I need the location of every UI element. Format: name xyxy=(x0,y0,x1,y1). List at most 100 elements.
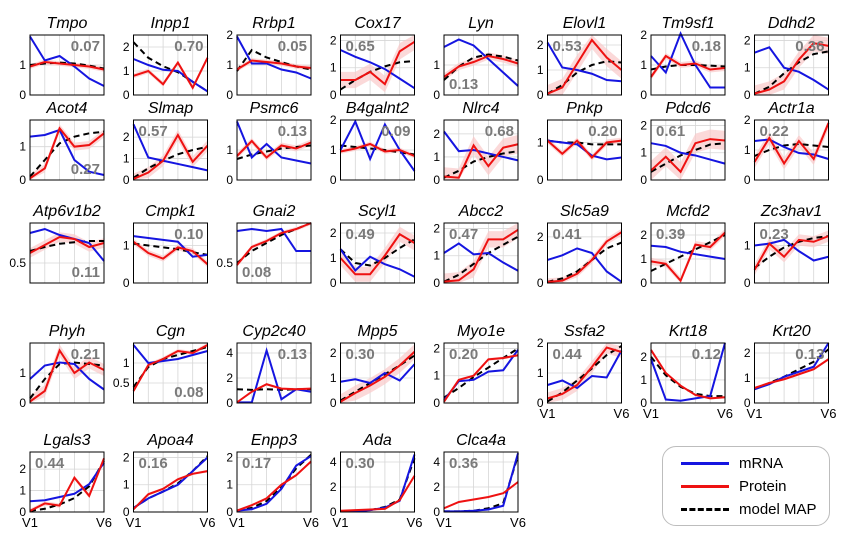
series-line-protein xyxy=(133,57,209,90)
panel-frame xyxy=(29,34,105,96)
series-line-protein xyxy=(443,143,519,179)
x-tick-label-end: V6 xyxy=(200,515,216,530)
x-tick-label-end: V6 xyxy=(821,406,837,421)
y-tick-label: 2 xyxy=(226,450,233,464)
panel-clca4a: Clca4a 0 2 4 0.36 V1 V6 xyxy=(433,432,526,530)
panel-cmpk1: Cmpk1 0 1 0.10 xyxy=(123,203,209,290)
y-tick-label: 1 xyxy=(330,371,337,385)
panel-frame xyxy=(29,222,105,284)
panel-title: Cmpk1 xyxy=(145,203,196,220)
series-line-protein xyxy=(132,344,208,392)
y-tick-label: 0 xyxy=(744,396,751,410)
panel-title: B4galnt2 xyxy=(346,100,409,117)
series-line-protein xyxy=(547,346,622,400)
series-line-mrna xyxy=(132,123,208,172)
y-tick-label: 0 xyxy=(123,505,130,519)
legend-swatch-model xyxy=(681,507,729,511)
series-line-protein xyxy=(29,348,105,403)
series-line-protein xyxy=(650,231,726,283)
series-line-mrna xyxy=(132,344,208,365)
series-line-protein xyxy=(443,228,519,283)
panel-title: Inpp1 xyxy=(150,15,190,32)
series-line-mrna xyxy=(133,235,208,258)
correlation-label: 0.36 xyxy=(795,38,824,55)
series-line-model xyxy=(339,238,416,267)
panel-frame xyxy=(133,451,208,513)
y-tick-label: 1 xyxy=(123,356,130,370)
series-line-mrna xyxy=(444,452,519,513)
y-tick-label: 1 xyxy=(226,58,233,72)
series-line-model xyxy=(754,50,829,95)
y-tick-label: 2 xyxy=(330,226,337,240)
y-tick-label: 0 xyxy=(330,396,337,410)
correlation-label: 0.27 xyxy=(71,161,100,178)
panel-title: Zc3hav1 xyxy=(760,203,822,220)
legend-label-mrna: mRNA xyxy=(739,454,784,472)
y-tick-label: 2 xyxy=(433,480,440,494)
panel-krt18: Krt18 0 1 2 0.12 V1 V6 xyxy=(640,323,733,421)
panel-title: Lyn xyxy=(468,15,494,32)
series-line-protein xyxy=(753,122,830,166)
panel-frame xyxy=(340,119,415,181)
x-tick-label-end: V6 xyxy=(717,406,733,421)
y-tick-label: 0 xyxy=(226,173,233,187)
correlation-label: 0.21 xyxy=(71,346,100,363)
y-tick-label: 0 xyxy=(226,88,233,102)
panel-title: Slmap xyxy=(148,100,193,117)
series-line-model xyxy=(29,240,104,252)
y-tick-label: 2 xyxy=(433,341,440,355)
panel-title: Tmpo xyxy=(47,15,88,32)
correlation-label: 0.30 xyxy=(346,455,375,472)
series-line-protein xyxy=(132,470,208,510)
panel-title: Pdcd6 xyxy=(665,100,710,117)
panel-title: Ada xyxy=(362,432,392,449)
correlation-label: 0.23 xyxy=(760,226,789,243)
panel-frame xyxy=(29,119,105,181)
panel-mcfd2: Mcfd2 0 1 2 0.39 xyxy=(640,203,726,290)
series-line-mrna xyxy=(443,130,519,162)
correlation-label: 0.08 xyxy=(174,384,203,401)
y-tick-label: 1 xyxy=(330,143,337,157)
protein-band xyxy=(237,460,311,512)
series-line-mrna xyxy=(29,35,105,87)
y-tick-label: 0 xyxy=(433,173,440,187)
x-tick-label-start: V1 xyxy=(333,515,349,530)
panel-frame xyxy=(236,451,312,513)
panel-frame xyxy=(133,222,208,284)
panel-title: Mpp5 xyxy=(357,323,397,340)
panel-frame xyxy=(650,222,726,284)
series-line-mrna xyxy=(339,119,416,172)
panel-pdcd6: Pdcd6 0 1 2 0.61 xyxy=(640,100,726,187)
y-tick-label: 0 xyxy=(640,276,647,290)
panel-title: Apoa4 xyxy=(146,432,193,449)
y-tick-label: 1 xyxy=(123,478,130,492)
panel-title: Cox17 xyxy=(354,15,401,32)
y-tick-label: 0 xyxy=(19,505,26,519)
y-tick-label: 0 xyxy=(19,173,26,187)
panel-title: Slc5a9 xyxy=(560,203,609,220)
correlation-label: 0.13 xyxy=(278,123,307,140)
legend-swatch-mrna xyxy=(681,461,729,465)
series-line-mrna xyxy=(339,248,415,278)
y-tick-label: 1 xyxy=(433,249,440,263)
panel-frame xyxy=(443,222,519,284)
correlation-label: 0.08 xyxy=(242,264,271,281)
protein-band xyxy=(547,228,622,283)
y-tick-label: 2 xyxy=(330,346,337,360)
panel-title: Mcfd2 xyxy=(666,203,710,220)
series-line-model xyxy=(650,142,726,173)
correlation-label: 0.61 xyxy=(656,123,685,140)
y-tick-label: 1 xyxy=(433,369,440,383)
x-tick-label-start: V1 xyxy=(126,515,142,530)
series-line-protein xyxy=(650,54,726,78)
panel-frame xyxy=(650,34,726,96)
panel-atp6v1b2: Atp6v1b2 0.5 0.11 xyxy=(9,203,105,284)
correlation-label: 0.09 xyxy=(381,123,410,140)
y-tick-label: 0 xyxy=(744,173,751,187)
series-line-mrna xyxy=(29,462,105,503)
protein-band xyxy=(340,344,415,403)
correlation-label: 0.10 xyxy=(174,226,203,243)
correlation-label: 0.68 xyxy=(485,123,514,140)
series-line-model xyxy=(132,145,208,179)
legend: mRNA Protein model MAP xyxy=(662,446,830,526)
